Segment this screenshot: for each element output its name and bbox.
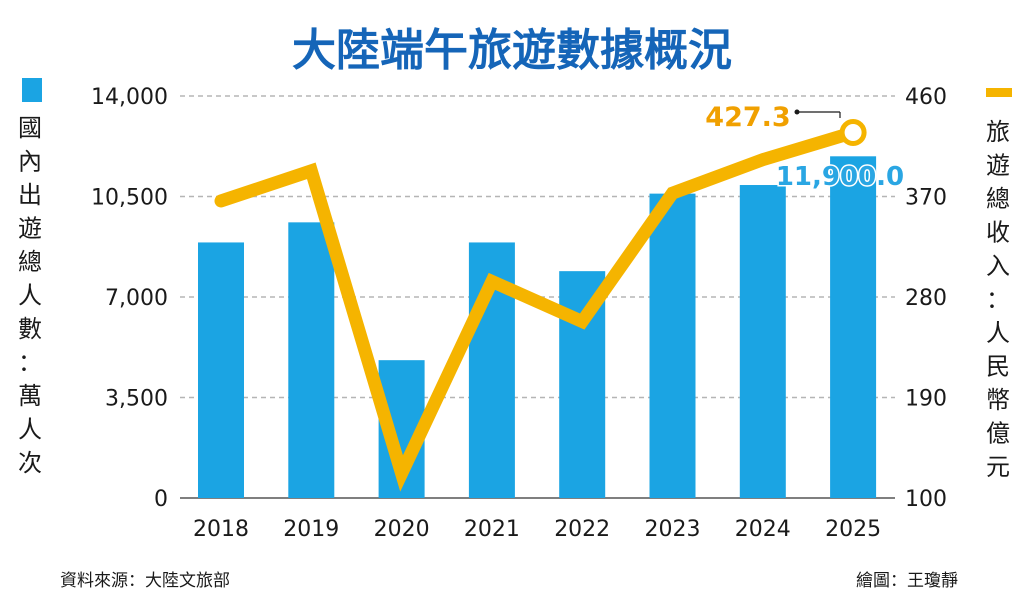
axis-label-text: 國內出遊總人數：萬人次 <box>18 114 42 477</box>
left-tick-label: 14,000 <box>91 85 168 110</box>
axis-label-text: 旅遊總收入：人民幣億元 <box>986 118 1010 481</box>
legend-left-swatch <box>22 78 42 102</box>
x-tick-label: 2025 <box>825 517 881 542</box>
leader-dot <box>794 109 800 115</box>
left-tick-label: 3,500 <box>105 387 168 412</box>
line-layer <box>214 119 867 492</box>
bar <box>288 222 335 499</box>
left-tick-label: 0 <box>154 487 168 512</box>
credit-note: 繪圖：王瓊靜 <box>856 571 958 591</box>
right-tick-label: 190 <box>905 387 947 412</box>
right-axis-label: 旅遊總收入：人民幣億元 <box>986 118 1010 481</box>
revenue-line <box>214 126 860 492</box>
x-tick-label: 2019 <box>283 517 339 542</box>
line-value-label: 427.3 <box>705 102 790 133</box>
x-tick-label: 2023 <box>645 517 701 542</box>
right-tick-label: 280 <box>905 286 947 311</box>
tick-layer: 0 3,500 7,000 10,500 14,000 100 190 280 370 460 20… <box>91 85 947 542</box>
bar-value-label: 11,900.0 <box>776 162 904 192</box>
bar <box>198 242 244 498</box>
x-tick-label: 2022 <box>554 517 610 542</box>
bar <box>739 185 786 498</box>
bar <box>649 193 696 498</box>
right-tick-label: 460 <box>905 85 947 110</box>
x-tick-label: 2021 <box>464 517 520 542</box>
right-tick-label: 100 <box>905 487 947 512</box>
x-tick-label: 2018 <box>193 517 249 542</box>
revenue-last-point <box>839 119 867 147</box>
left-tick-label: 7,000 <box>105 286 168 311</box>
bar-layer <box>198 156 877 499</box>
bar <box>830 156 877 499</box>
left-axis-label: 國內出遊總人數：萬人次 <box>18 114 42 477</box>
source-note: 資料來源：大陸文旅部 <box>60 571 230 591</box>
x-tick-label: 2024 <box>735 517 791 542</box>
chart-title: 大陸端午旅遊數據概況 <box>292 25 732 76</box>
x-tick-label: 2020 <box>374 517 430 542</box>
legend-right-swatch <box>986 88 1012 97</box>
annotation-layer: 427.3 11,900.0 <box>705 102 905 194</box>
right-tick-label: 370 <box>905 186 947 211</box>
left-tick-label: 10,500 <box>91 186 168 211</box>
